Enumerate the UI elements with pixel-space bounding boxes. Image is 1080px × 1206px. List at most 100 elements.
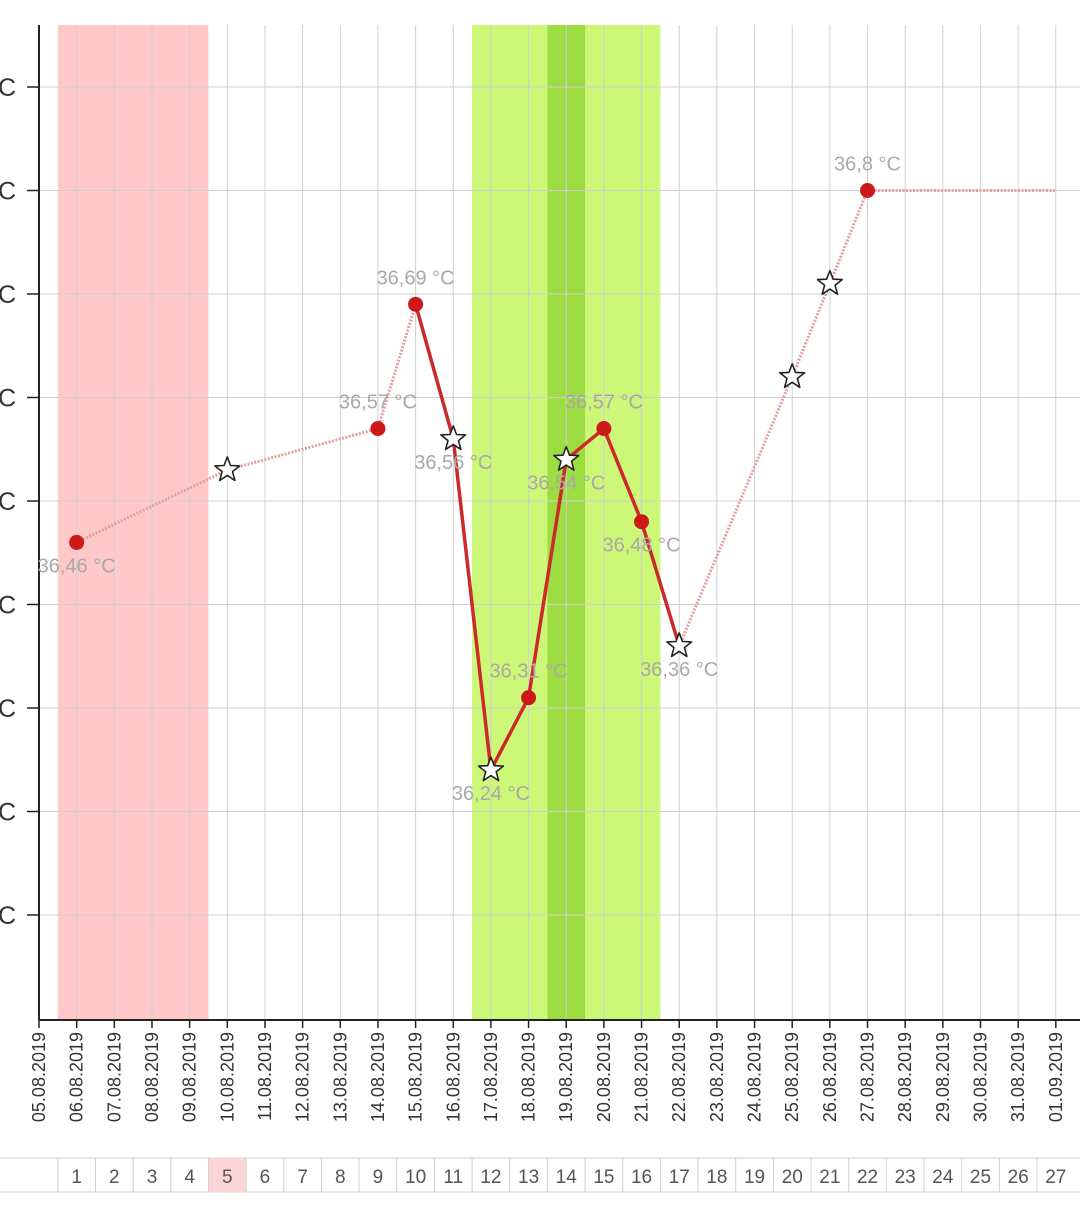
data-point <box>69 534 85 550</box>
data-point <box>521 690 537 706</box>
series-segment-solid <box>413 302 456 441</box>
cycle-day-label: 1 <box>71 1167 82 1188</box>
x-tick-label: 26.08.2019 <box>820 1032 840 1122</box>
series-segment-dashed <box>376 303 418 429</box>
data-point-star <box>477 756 505 782</box>
y-tick-label: C <box>0 281 16 309</box>
cycle-day-label: 15 <box>593 1167 614 1188</box>
x-tick-label: 30.08.2019 <box>971 1032 991 1122</box>
x-tick-label: 11.08.2019 <box>255 1032 275 1121</box>
x-tick-label: 12.08.2019 <box>293 1032 313 1122</box>
x-tick-label: 28.08.2019 <box>895 1032 915 1122</box>
series-segment-solid <box>602 426 644 524</box>
x-tick-label: 06.08.2019 <box>67 1032 87 1122</box>
data-label: 36,36 °C <box>640 659 718 681</box>
x-tick-label: 13.08.2019 <box>330 1032 350 1122</box>
data-point-star <box>666 632 693 658</box>
cycle-day-label: 2 <box>109 1167 120 1188</box>
x-tick-label: 27.08.2019 <box>858 1032 878 1122</box>
series-segment-dashed <box>677 376 794 647</box>
series-segment-solid <box>451 437 493 772</box>
x-tick-label: 25.08.2019 <box>782 1032 802 1122</box>
series-segment-dashed <box>790 283 832 378</box>
cycle-day-label: 19 <box>744 1167 765 1188</box>
cycle-day-label: 26 <box>1008 1167 1029 1188</box>
cycle-day-highlight <box>208 1158 247 1192</box>
cycle-day-label: 20 <box>782 1167 803 1188</box>
cycle-day-row: 1 2 3 4 5 6 7 8 9 10 11 12 13 14 15 16 17 18 19 20 21 22 23 24 2… <box>0 1157 1080 1193</box>
cycle-day-label: 4 <box>184 1167 195 1188</box>
cycle-day-label: 14 <box>556 1167 578 1188</box>
cycle-day-label: 10 <box>405 1167 426 1188</box>
data-label: 36,8 °C <box>834 154 901 176</box>
data-point-star <box>553 445 580 471</box>
data-point-star <box>440 425 467 451</box>
x-tick-label: 15.08.2019 <box>406 1032 426 1122</box>
x-tick-label: 05.08.2019 <box>29 1032 49 1122</box>
y-tick-label: C <box>0 695 16 723</box>
cycle-day-label: 23 <box>895 1167 916 1188</box>
series-segment-solid <box>489 695 531 772</box>
x-tick-label: 10.08.2019 <box>217 1032 237 1122</box>
cycle-day-label: 3 <box>147 1167 158 1188</box>
cycle-day-label: 21 <box>819 1167 840 1188</box>
x-tick-label: 21.08.2019 <box>632 1032 652 1122</box>
series-segment-solid <box>526 457 568 700</box>
cycle-day-label: 25 <box>970 1167 991 1188</box>
cycle-day-label: 16 <box>631 1167 652 1188</box>
y-tick-label: C <box>0 488 16 516</box>
series-segment-dashed <box>226 427 379 472</box>
cycle-day-label: 8 <box>335 1167 346 1188</box>
x-tick-label: 19.08.2019 <box>556 1032 576 1122</box>
y-tick-label: C <box>0 74 16 102</box>
cycle-day-label: 11 <box>443 1167 463 1188</box>
x-tick-label: 09.08.2019 <box>180 1032 200 1122</box>
grid-layer <box>39 25 1080 1020</box>
data-label: 36,56 °C <box>414 452 492 474</box>
series-layer <box>69 183 1056 782</box>
x-tick-label: 24.08.2019 <box>745 1032 765 1122</box>
labels-layer: 36,46 °C 36,57 °C 36,69 °C 36,56 °C 36,24 °C… <box>38 154 901 806</box>
data-label: 36,57 °C <box>339 392 417 414</box>
cycle-day-label: 6 <box>260 1167 271 1188</box>
data-label: 36,54 °C <box>527 473 605 495</box>
x-tick-label: 16.08.2019 <box>443 1032 463 1122</box>
cycle-day-label: 13 <box>518 1167 539 1188</box>
series-segment-dashed <box>828 189 869 285</box>
x-tick-label: 17.08.2019 <box>481 1032 501 1122</box>
y-tick-label: C <box>0 799 16 827</box>
x-tick-label: 08.08.2019 <box>142 1032 162 1122</box>
y-tick-label: C <box>0 178 16 206</box>
data-point <box>860 183 876 198</box>
data-point <box>596 421 612 437</box>
series-segment-solid <box>639 519 681 648</box>
x-tick-label: 07.08.2019 <box>104 1032 124 1122</box>
data-point-star <box>214 456 241 482</box>
data-label: 36,48 °C <box>603 535 681 557</box>
data-label: 36,46 °C <box>38 555 116 577</box>
x-tick-label: 31.08.2019 <box>1008 1032 1028 1122</box>
cycle-day-label: 5 <box>222 1167 233 1188</box>
cycle-day-label: 18 <box>706 1167 727 1188</box>
series-segment-solid <box>564 426 606 462</box>
y-tick-label: C <box>0 592 16 620</box>
data-point-star <box>816 269 843 295</box>
cycle-day-label: 22 <box>857 1167 878 1188</box>
x-tick-label: 23.08.2019 <box>707 1032 727 1122</box>
cycle-day-label: 27 <box>1045 1167 1066 1188</box>
x-tick-label: 29.08.2019 <box>933 1032 953 1122</box>
x-tick-label: 20.08.2019 <box>594 1032 614 1122</box>
cycle-day-label: 12 <box>480 1167 501 1188</box>
data-point-star <box>779 363 806 389</box>
x-tick-label: 14.08.2019 <box>368 1032 388 1122</box>
band-menstruation <box>57 25 209 1020</box>
data-label: 36,31 °C <box>490 661 568 683</box>
data-point <box>634 514 650 530</box>
data-point <box>408 296 424 312</box>
x-tick-label: 22.08.2019 <box>669 1032 689 1122</box>
cycle-day-label: 7 <box>297 1167 308 1188</box>
y-tick-label: C <box>0 902 16 930</box>
x-tick-labels: 05.08.2019 06.08.2019 07.08.2019 08.08.2019… <box>29 1032 1066 1122</box>
